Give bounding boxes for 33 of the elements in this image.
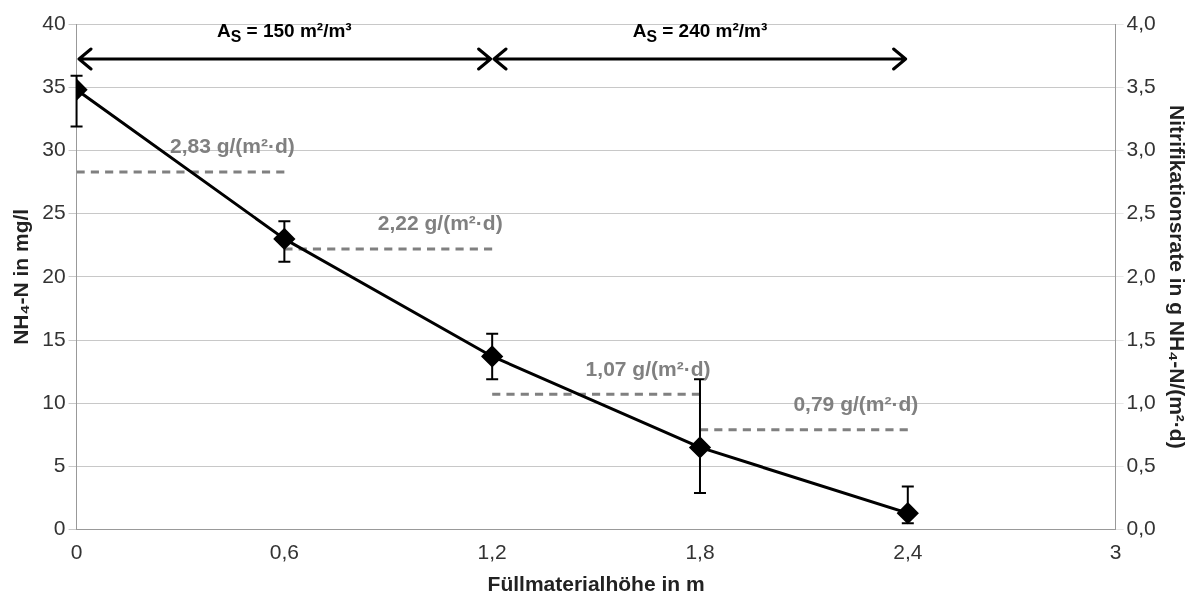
y-tick-label: 20 [42, 263, 66, 287]
y2-tick-label: 2,5 [1126, 200, 1156, 224]
x-tick-label: 2,4 [893, 540, 923, 563]
y-tick-label: 40 [42, 10, 66, 34]
y2-tick-label: 4,0 [1126, 10, 1156, 34]
y-tick-label: 5 [53, 453, 66, 477]
y2-tick-label: 3,5 [1126, 74, 1156, 97]
y2-tick-label: 0,0 [1126, 516, 1156, 540]
series-label: 1,07 g/(m²·d) [585, 356, 711, 380]
y-tick-label: 15 [42, 326, 66, 350]
series-label: 2,83 g/(m²·d) [169, 134, 295, 158]
x-axis-title: Füllmaterialhöhe in m [487, 572, 705, 596]
y2-tick-label: 1,5 [1126, 326, 1156, 350]
annotation: A$_{S}$ = 150 m²/m³ [217, 20, 352, 45]
series-label: 2,22 g/(m²·d) [377, 211, 503, 235]
y2-tick-label: 3,0 [1126, 137, 1156, 161]
y-tick-label: 30 [42, 137, 66, 161]
x-tick-label: 0 [70, 540, 83, 563]
y-tick-label: 0 [53, 516, 66, 540]
series-label: 0,79 g/(m²·d) [793, 392, 919, 416]
y2-tick-label: 2,0 [1126, 263, 1156, 287]
y-tick-label: 35 [42, 74, 66, 97]
x-tick-label: 0,6 [269, 540, 299, 563]
y-tick-label: 25 [42, 200, 66, 224]
x-tick-label: 3 [1109, 540, 1122, 563]
y-tick-label: 10 [42, 390, 66, 413]
y-axis-title: NH₄-N in mg/l [9, 208, 33, 345]
annotation: A$_{S}$ = 240 m²/m³ [632, 20, 768, 45]
x-tick-label: 1,8 [685, 540, 715, 563]
y2-tick-label: 1,0 [1126, 390, 1156, 413]
y2-axis-title: Nitrifikationsrate in g NH₄-N/(m²·d) [1165, 104, 1189, 449]
x-tick-label: 1,2 [477, 540, 507, 563]
y2-tick-label: 0,5 [1126, 453, 1156, 477]
